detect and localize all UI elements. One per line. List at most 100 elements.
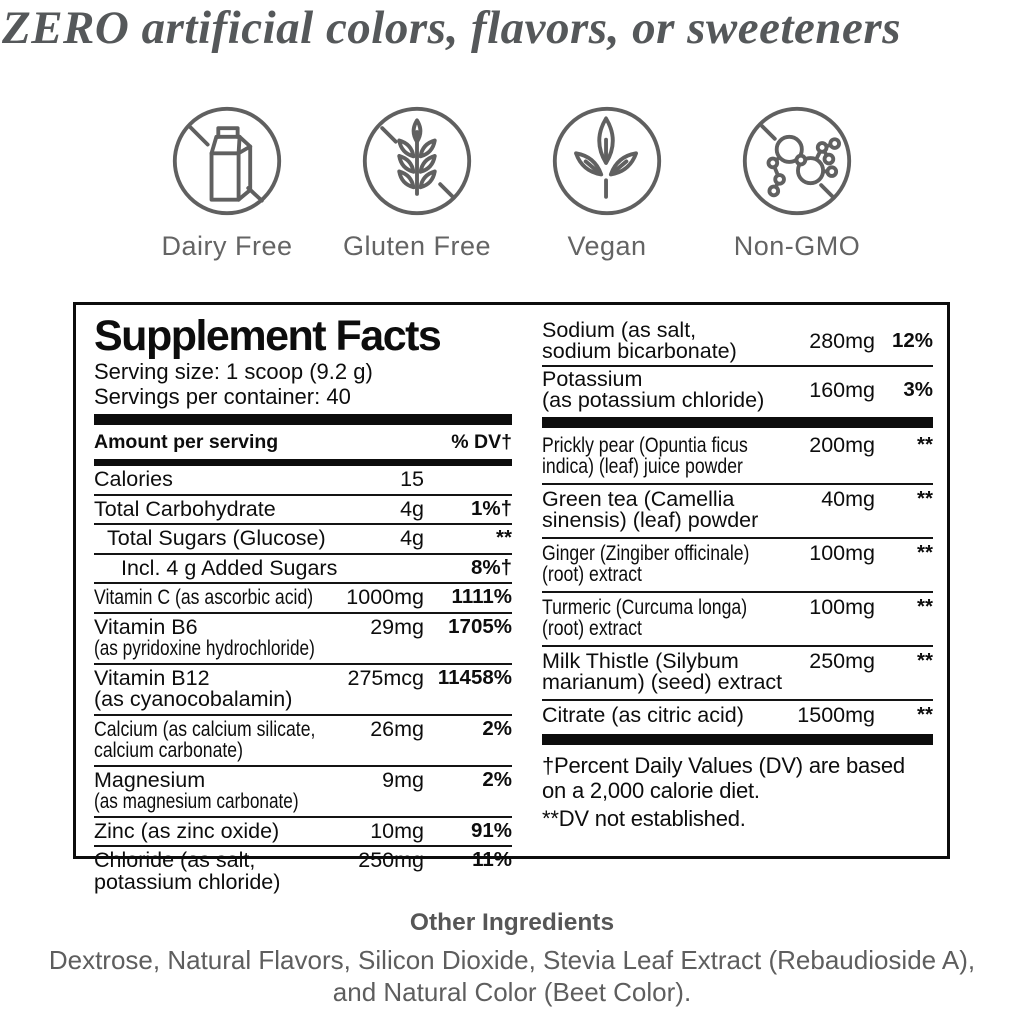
- nutrient-name: Calories: [94, 469, 329, 491]
- nutrient-name: Vitamin B6 (as pyridoxine hydrochloride): [94, 614, 329, 661]
- nutrient-name-line1: Total Carbohydrate: [94, 496, 276, 521]
- nutrient-amount: 29mg: [370, 614, 424, 639]
- nutrient-dv: **: [917, 432, 933, 456]
- nutrient-name: Milk Thistle (Silybum marianum) (seed) e…: [542, 650, 783, 695]
- nutrient-dv: 2%: [482, 716, 512, 740]
- nutrient-name-line2: (as pyridoxine hydrochloride): [94, 636, 315, 661]
- nutrient-name-line2: sodium bicarbonate): [542, 339, 737, 364]
- nutrient-name-line1: Green tea (Camellia: [542, 486, 735, 511]
- nutrient-row: Magnesium (as magnesium carbonate) 9mg 2…: [94, 767, 512, 818]
- badge-label-vegan: Vegan: [567, 230, 647, 261]
- nutrient-name-line1: Prickly pear (Opuntia ficus: [542, 432, 748, 457]
- nutrient-amount: 100mg: [809, 594, 875, 619]
- gluten-free-icon: [362, 106, 472, 216]
- divider-bar: [94, 414, 512, 426]
- nutrient-name: Citrate (as citric acid): [542, 702, 783, 727]
- nutrient-name-line1: Sodium (as salt,: [542, 317, 697, 342]
- nutrient-amount: 4g: [400, 496, 424, 521]
- nutrient-name-line2: (root) extract: [542, 616, 642, 641]
- nutrient-row: Vitamin C (as ascorbic acid) 1000mg 1111…: [94, 584, 512, 614]
- nutrient-amount: 280mg: [809, 328, 875, 353]
- nutrient-name-line2: (as potassium chloride): [542, 388, 765, 413]
- nutrient-dv: 91%: [470, 818, 512, 842]
- nutrient-row: Potassium (as potassium chloride) 160mg …: [542, 367, 933, 414]
- nutrient-row: Chloride (as salt, potassium chloride) 2…: [94, 847, 512, 896]
- other-ingredients-title: Other Ingredients: [409, 908, 615, 936]
- badge-non-gmo: Non-GMO: [702, 103, 892, 262]
- nutrient-name-line1: Total Sugars (Glucose): [107, 526, 326, 551]
- nutrient-name-line1: Zinc (as zinc oxide): [94, 818, 280, 843]
- nutrient-name-line1: Potassium: [542, 366, 643, 391]
- badge-label-dairy-free: Dairy Free: [161, 230, 293, 261]
- nutrient-amount: 250mg: [358, 848, 424, 873]
- non-gmo-icon: [742, 106, 852, 216]
- nutrient-dv: 1%†: [470, 496, 512, 520]
- facts-left-column: Supplement Facts Serving size: 1 scoop (…: [94, 311, 512, 892]
- badge-gluten-free: Gluten Free: [322, 103, 512, 262]
- nutrient-name-line1: Citrate (as citric acid): [542, 702, 744, 727]
- supplement-facts-panel: Supplement Facts Serving size: 1 scoop (…: [73, 301, 950, 892]
- nutrient-name: Potassium (as potassium chloride): [542, 366, 783, 413]
- nutrient-name-line1: Calcium (as calcium silicate,: [94, 716, 316, 741]
- nutrient-dv: 1111%: [451, 585, 512, 609]
- nutrient-amount: 200mg: [809, 432, 875, 457]
- mineral-rows: Sodium (as salt, sodium bicarbonate) 280…: [542, 318, 933, 414]
- nutrient-name: Vitamin C (as ascorbic acid): [94, 587, 329, 609]
- nutrient-name-line1: Vitamin B6: [94, 614, 198, 639]
- nutrient-row: Incl. 4 g Added Sugars 8%†: [94, 555, 512, 585]
- supplement-facts-title: Supplement Facts: [94, 311, 442, 360]
- nutrient-dv: 11%: [472, 848, 512, 872]
- nutrient-name: Total Carbohydrate: [94, 496, 329, 521]
- facts-right-column: Sodium (as salt, sodium bicarbonate) 280…: [542, 313, 933, 848]
- nutrient-name: Green tea (Camellia sinensis) (leaf) pow…: [542, 486, 783, 532]
- nutrient-amount: 40mg: [821, 486, 875, 511]
- badge-label-non-gmo: Non-GMO: [733, 230, 861, 261]
- nutrient-row: Total Carbohydrate 4g 1%†: [94, 496, 512, 526]
- badge-label-gluten-free: Gluten Free: [342, 230, 492, 261]
- nutrient-name: Magnesium (as magnesium carbonate): [94, 769, 329, 813]
- divider-bar: [94, 459, 512, 467]
- nutrient-dv: **: [917, 486, 933, 510]
- nutrient-amount: 275mcg: [347, 665, 425, 690]
- divider-bar: [542, 416, 933, 428]
- badge-vegan: Vegan: [512, 103, 702, 262]
- nutrient-name: Turmeric (Curcuma longa) (root) extract: [542, 594, 783, 641]
- nutrient-dv: **: [917, 540, 933, 564]
- nutrient-amount: 4g: [400, 526, 424, 551]
- amount-per-serving-label: Amount per serving: [94, 431, 279, 454]
- nutrient-dv: 12%: [891, 329, 933, 353]
- nutrient-name: Vitamin B12 (as cyanocobalamin): [94, 665, 329, 711]
- badge-dairy-free: Dairy Free: [132, 103, 322, 262]
- percent-dv-label: % DV†: [451, 431, 512, 454]
- nutrient-row: Sodium (as salt, sodium bicarbonate) 280…: [542, 318, 933, 367]
- nutrient-row: Vitamin B12 (as cyanocobalamin) 275mcg 1…: [94, 665, 512, 716]
- nutrient-name: Incl. 4 g Added Sugars: [94, 557, 337, 580]
- nutrient-row: Vitamin B6 (as pyridoxine hydrochloride)…: [94, 614, 512, 665]
- nutrient-row: Milk Thistle (Silybum marianum) (seed) e…: [542, 647, 933, 701]
- nutrient-name-line1: Vitamin B12: [94, 665, 210, 690]
- nutrient-amount: 250mg: [809, 648, 875, 673]
- botanical-rows: Prickly pear (Opuntia ficus indica) (lea…: [542, 431, 933, 732]
- nutrient-amount: 15: [400, 467, 424, 492]
- nutrient-row: Turmeric (Curcuma longa) (root) extract …: [542, 593, 933, 647]
- nutrient-name-line1: Vitamin C (as ascorbic acid): [94, 585, 314, 610]
- nutrient-amount: 1500mg: [797, 702, 875, 727]
- nutrient-amount: 26mg: [370, 716, 424, 741]
- nutrient-row: Ginger (Zingiber officinale) (root) extr…: [542, 539, 933, 593]
- nutrient-row: Calories 15: [94, 466, 512, 496]
- nutrient-amount: 100mg: [809, 540, 875, 565]
- nutrient-name: Calcium (as calcium silicate, calcium ca…: [94, 716, 329, 763]
- nutrient-name-line2: calcium carbonate): [94, 738, 243, 763]
- nutrient-amount: 160mg: [809, 377, 875, 402]
- servings-per-container: Servings per container: 40: [94, 384, 351, 410]
- nutrient-dv: 11458%: [437, 665, 512, 689]
- nutrient-dv: **: [496, 526, 512, 550]
- nutrient-name: Prickly pear (Opuntia ficus indica) (lea…: [542, 432, 783, 478]
- headline: ZERO artificial colors, flavors, or swee…: [2, 2, 901, 54]
- nutrient-name-line2: marianum) (seed) extract: [542, 670, 783, 695]
- nutrient-name: Total Sugars (Glucose): [94, 528, 329, 550]
- divider-bar: [542, 734, 933, 746]
- nutrient-name-line1: Turmeric (Curcuma longa): [542, 594, 748, 619]
- nutrient-amount: 10mg: [370, 818, 424, 843]
- nutrient-dv: **: [917, 648, 933, 672]
